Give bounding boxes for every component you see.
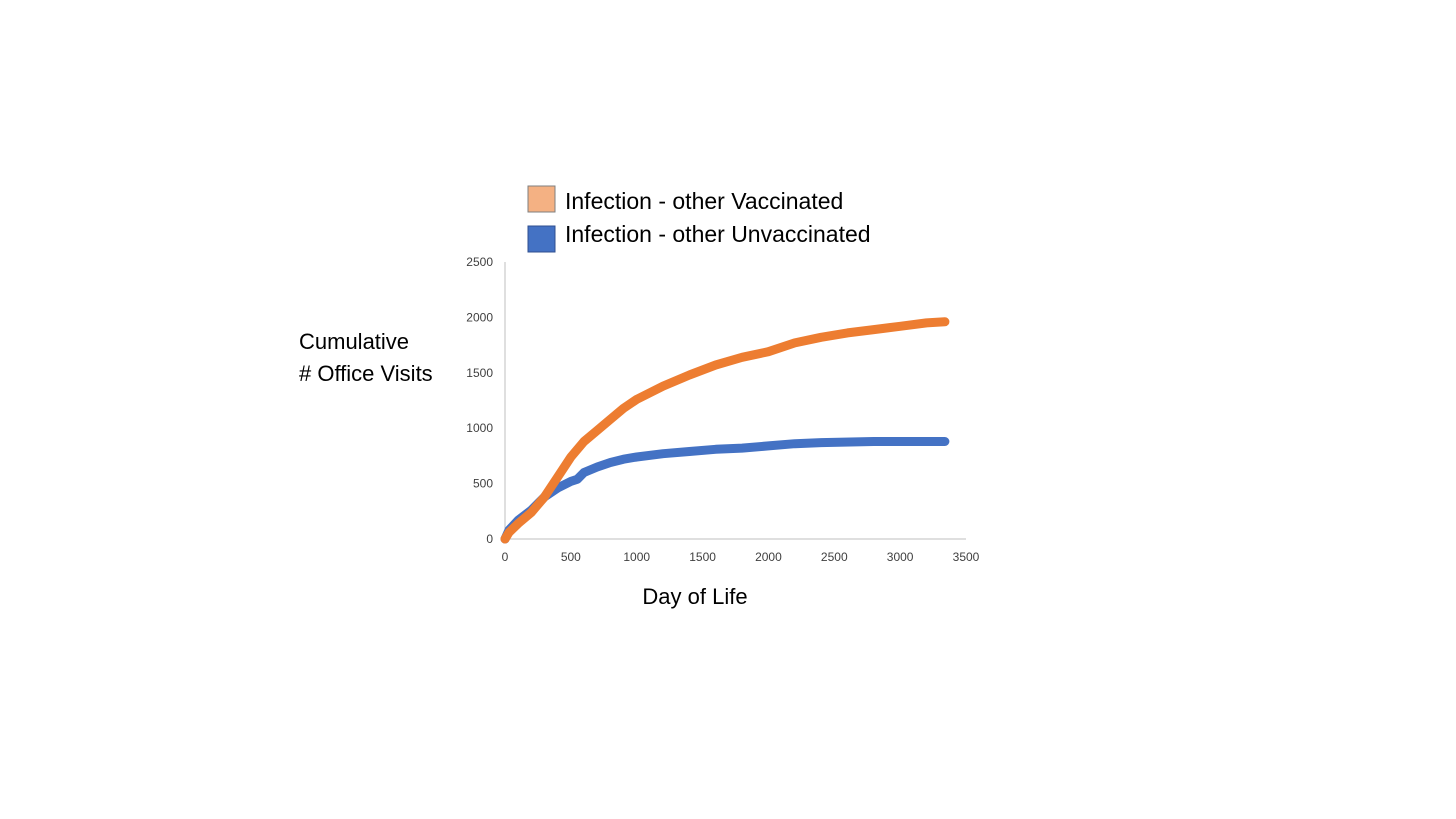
legend-label-unvaccinated: Infection - other Unvaccinated: [565, 221, 871, 247]
legend-swatch-vaccinated: [527, 185, 556, 213]
y-axis-label-line-1: Cumulative: [299, 329, 409, 354]
y-tick-label: 2000: [466, 310, 493, 324]
y-tick-labels: 0 500 1000 1500 2000 2500: [466, 255, 493, 546]
series-lines: [500, 317, 950, 544]
series-line-vaccinated: [500, 317, 950, 544]
x-axis-label: Day of Life: [642, 584, 747, 609]
y-tick-label: 2500: [466, 255, 493, 269]
legend-label-vaccinated: Infection - other Vaccinated: [565, 188, 843, 214]
x-tick-label: 0: [502, 550, 509, 564]
x-tick-label: 3000: [887, 550, 914, 564]
legend-swatch-unvaccinated: [527, 225, 556, 253]
legend: Infection - other Vaccinated Infection -…: [527, 185, 871, 253]
x-tick-label: 3500: [953, 550, 980, 564]
y-tick-label: 0: [486, 532, 493, 546]
y-tick-label: 1000: [466, 421, 493, 435]
x-tick-labels: 0 500 1000 1500 2000 2500 3000 3500: [502, 550, 980, 564]
x-tick-label: 500: [561, 550, 581, 564]
y-tick-label: 500: [473, 477, 493, 491]
x-tick-label: 2000: [755, 550, 782, 564]
y-tick-label: 1500: [466, 366, 493, 380]
y-axis-label-line-2: # Office Visits: [299, 361, 433, 386]
x-tick-label: 1000: [623, 550, 650, 564]
x-tick-label: 2500: [821, 550, 848, 564]
x-tick-label: 1500: [689, 550, 716, 564]
